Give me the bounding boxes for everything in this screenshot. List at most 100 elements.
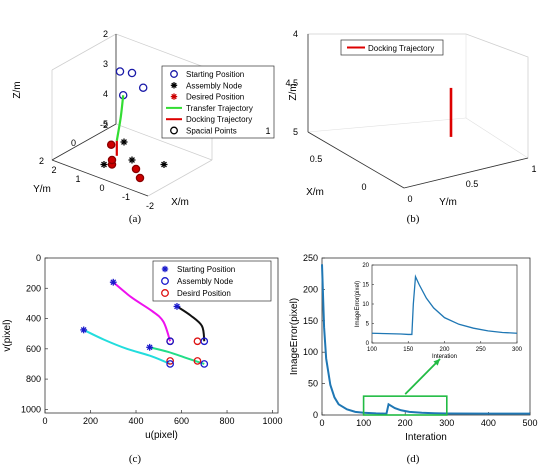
marker-a-2-2	[131, 164, 141, 174]
inset-x-tick-label-d-250: 250	[476, 347, 487, 353]
error-curve-d	[321, 264, 531, 415]
inset-x-tick-label-d-300: 300	[512, 347, 523, 353]
y-tick-label-b-0: 0	[407, 194, 412, 204]
legend-label-c-1: Assembly Node	[177, 277, 234, 286]
marker-a-0-0	[127, 68, 137, 78]
marker-a-1-0	[120, 138, 128, 146]
inset-curve-d	[371, 274, 518, 336]
x-tick-label-a-1: 1	[75, 174, 80, 184]
panel-d-error-chart: 0 100 200 300 400 500050100150200250Interatio…	[289, 253, 538, 443]
marker-a-1-2	[160, 161, 168, 168]
legend-label-c-0: Starting Position	[177, 265, 235, 274]
legend-label-a-0: Starting Position	[186, 70, 244, 79]
x-tick-label-a--2: -2	[146, 201, 154, 211]
y-axis-label-a: Y/m	[33, 184, 51, 195]
axis-box-edge-a-0	[115, 123, 213, 161]
x-tick-label-d-400: 400	[481, 418, 496, 428]
desired-position-c-1	[166, 357, 174, 365]
x-axis-b	[307, 131, 405, 189]
z-tick-label-a-5: 5	[103, 119, 108, 129]
trajectory-c-3	[149, 346, 205, 365]
z-tick-label-b-4.5: 4.5	[285, 78, 298, 88]
y-tick-label-d-250: 250	[303, 253, 318, 263]
marker-a-2-3	[135, 173, 145, 183]
z-tick-label-a-3: 3	[103, 59, 108, 69]
y-tick-label-c-0: 0	[36, 253, 41, 263]
x-tick-label-d-100: 100	[356, 418, 371, 428]
assembly-node-c-3	[200, 360, 209, 368]
inset-y-tick-label-d-20: 20	[362, 263, 369, 269]
x-tick-label-c-0: 0	[42, 416, 47, 426]
inset-y-tick-label-d-5: 5	[366, 322, 370, 328]
marker-a-0-1	[138, 83, 148, 92]
legend-marker-c-0	[161, 265, 169, 273]
x-tick-label-c-1000: 1000	[263, 416, 283, 426]
legend-label-a-4: Docking Trajectory	[186, 115, 252, 124]
legend-label-a-2: Desired Position	[186, 93, 244, 102]
legend-marker-a-0	[170, 70, 178, 78]
assembly-node-c-2	[200, 337, 209, 346]
x-tick-label-a-0: 0	[99, 183, 104, 193]
trajectory-a-3	[115, 95, 125, 141]
zoom-arrow-head-d	[433, 359, 440, 366]
y-tick-label-a-0: 0	[71, 138, 76, 148]
y-axis-label-b: Y/m	[439, 197, 457, 208]
legend-box-b	[340, 39, 444, 56]
x-axis-label-c: u(pixel)	[145, 430, 178, 441]
marker-a-2-4	[107, 155, 117, 165]
legend-label-b-0: Docking Trajectory	[368, 44, 434, 53]
x-axis-a	[51, 159, 149, 197]
y-tick-label-d-200: 200	[303, 284, 318, 294]
caption-b: (b)	[407, 213, 420, 225]
x-tick-label-a--1: -1	[122, 192, 130, 202]
axis-box-edge-a-1	[147, 159, 213, 197]
legend-box-c	[152, 260, 272, 302]
marker-a-0-2	[115, 67, 125, 76]
desired-position-c-3	[193, 357, 202, 365]
x-tick-label-d-200: 200	[398, 418, 413, 428]
legend-marker-a-1	[170, 82, 178, 89]
x-tick-label-c-800: 800	[220, 416, 235, 426]
axis-box-edge-a-8	[51, 33, 117, 71]
inset-y-tick-label-d-10: 10	[362, 302, 369, 308]
grid-back-floor-2-b	[307, 117, 467, 133]
y-tick-label-c-800: 800	[26, 374, 41, 384]
marker-a-2-0	[106, 140, 116, 149]
z-tick-label-a-2: 2	[103, 29, 108, 39]
x-tick-label-d-500: 500	[522, 418, 537, 428]
z-axis-label-b: Z/m	[288, 83, 299, 100]
x-axis-label-d: Interation	[405, 432, 447, 443]
y-tick-label-d-150: 150	[303, 316, 318, 326]
legend-box-a	[161, 65, 275, 139]
inset-x-tick-label-d-100: 100	[367, 347, 378, 353]
inset-y-axis-label-d: ImageError(pixel)	[355, 281, 361, 327]
x-tick-label-c-200: 200	[83, 416, 98, 426]
legend-marker-a-2	[170, 93, 178, 100]
y-axis-b	[403, 157, 529, 189]
y-tick-label-b-1: 1	[531, 164, 536, 174]
axis-box-edge-a-7	[115, 33, 213, 71]
marker-a-1-1	[128, 156, 136, 164]
x-tick-label-a-2: 2	[51, 165, 56, 175]
x-axis-label-b: X/m	[306, 187, 324, 198]
z-tick-label-b-5: 5	[293, 127, 298, 137]
caption-c: (c)	[129, 453, 142, 465]
x-tick-label-d-0: 0	[319, 418, 324, 428]
grid-back-floor-1-b	[465, 117, 529, 159]
legend-marker-c-1	[161, 277, 169, 285]
inset-y-tick-label-d-0: 0	[366, 341, 370, 347]
y-tick-label-a-2: 2	[39, 156, 44, 166]
x-tick-label-c-600: 600	[174, 416, 189, 426]
caption-a: (a)	[129, 213, 142, 225]
y-tick-label-c-200: 200	[26, 283, 41, 293]
inset-x-tick-label-d-200: 200	[439, 347, 450, 353]
z-axis-label-a: Z/m	[12, 81, 23, 98]
y-axis-label-d: ImageError(pixel)	[289, 298, 300, 375]
legend-label-c-2: Desird Position	[177, 289, 231, 298]
panel-b-3d-chart: 4 4.5 5 Z/m 0 0.5 1 X/m 0 0.5 1 Y/m Docking Trajecto…	[265, 29, 536, 208]
x-axis-label-a: X/m	[171, 197, 189, 208]
y-tick-label-c-400: 400	[26, 314, 41, 324]
trajectory-c-0	[112, 281, 172, 342]
